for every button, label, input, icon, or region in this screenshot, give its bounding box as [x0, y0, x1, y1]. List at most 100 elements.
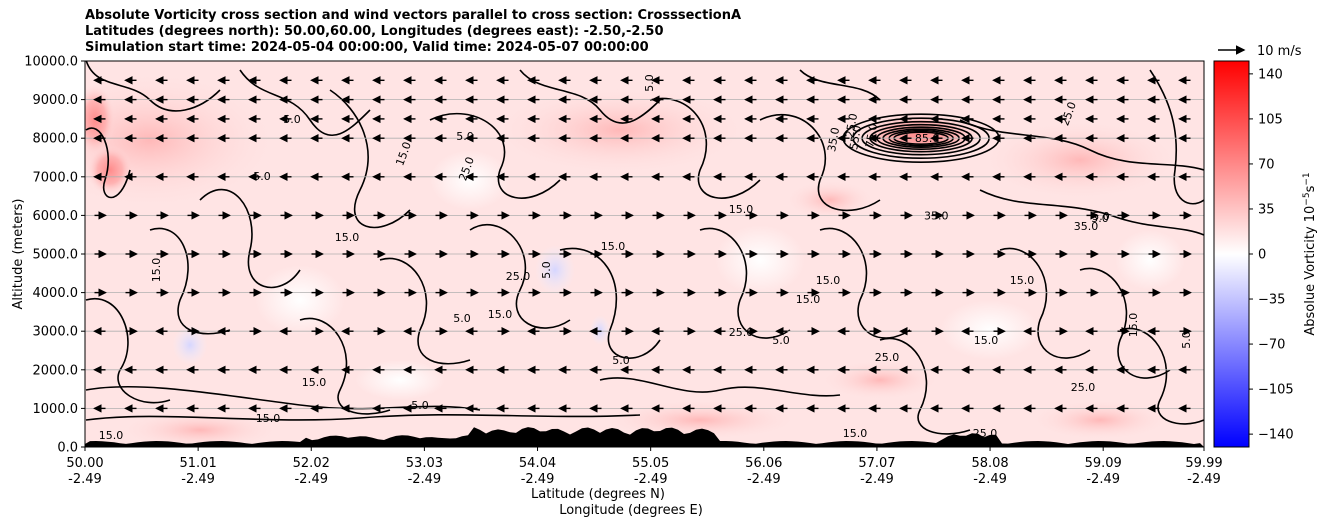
x-axis-label-2: Longitude (degrees E): [559, 503, 703, 518]
contour-label-6: 5.0: [453, 312, 471, 325]
x-tick-label-lon-1: -2.49: [181, 472, 215, 487]
vorticity-contour-3: [85, 413, 641, 421]
contour-label-2: 5.0: [283, 113, 301, 126]
quiver-key: 10 m/s: [1218, 44, 1302, 59]
vorticity-contour-8: [559, 247, 661, 359]
y-axis: 0.0 1000.0 2000.0 3000.0 4000.0 5000.0 6000.0 7…: [24, 55, 85, 456]
contour-label-17: 5.0: [1092, 210, 1110, 223]
contour-label-3: 15.0: [601, 240, 626, 253]
vorticity-contour-20: [149, 227, 231, 335]
contour-label-4: 5.0: [456, 130, 474, 143]
contour-label-24: 15.0: [729, 203, 754, 216]
colorbar: 140 105 70 35 0 −35 −70 −105 −140 Absolue Vortic…: [1213, 60, 1318, 448]
vorticity-contour-4: [199, 188, 301, 289]
vorticity-contour-15: [999, 247, 1091, 359]
contour-label-16: 5.0: [1091, 212, 1109, 225]
colorbar-tick-label-7: −105: [1258, 383, 1294, 398]
contour-label-25: 15.0: [302, 376, 327, 389]
contour-label-14: 25.0: [506, 270, 531, 283]
vorticity-contour-18: [879, 337, 971, 435]
contour-labels: 85.035.075.055.035.025.015.05.05.015.05.…: [99, 74, 1193, 442]
vorticity-contour-16: [1079, 267, 1171, 379]
vorticity-contour-19: [299, 317, 391, 415]
y-tick-label-8: 8000.0: [33, 132, 79, 147]
x-tick-label-lat-1: 51.01: [180, 456, 217, 471]
chart-title-line-1: Absolute Vorticity cross section and win…: [85, 8, 742, 23]
vorticity-patch-8: [715, 225, 805, 295]
x-tick-label-lon-10: -2.49: [1187, 472, 1221, 487]
x-tick-label-lon-6: -2.49: [747, 472, 781, 487]
vorticity-contour-22: [599, 377, 841, 397]
contour-label-33: 15.0: [1127, 313, 1140, 338]
contour-label-23: 35.0: [1074, 220, 1099, 233]
x-tick-label-lat-7: 57.07: [858, 456, 895, 471]
vorticity-contour-25: [1149, 69, 1204, 205]
contour-label-18: 25.0: [1071, 381, 1096, 394]
colorbar-tick-label-6: −70: [1258, 338, 1285, 353]
contour-label-35: 35.0: [825, 126, 842, 152]
colorbar-gradient: [1213, 60, 1250, 448]
y-tick-label-3: 3000.0: [33, 325, 79, 340]
colorbar-tick-label-4: 0: [1258, 248, 1266, 263]
contour-label-55: 55.0: [847, 124, 864, 150]
x-tick-label-lon-2: -2.49: [294, 472, 328, 487]
vorticity-contour-11: [759, 114, 881, 212]
contour-label-28: 5.0: [540, 261, 553, 279]
colorbar-label: Absolue Vorticity 10−5s−1: [1302, 172, 1318, 335]
y-tick-label-9: 9000.0: [33, 93, 79, 108]
vorticity-contour-6: [429, 112, 561, 199]
vorticity-contour-10: [699, 227, 791, 339]
y-tick-label-0: 0.0: [57, 441, 78, 456]
chart-title-line-2: Latitudes (degrees north): 50.00,60.00, …: [85, 24, 664, 39]
vorticity-patch-19: [785, 180, 875, 220]
contour-label-9: 15.0: [796, 293, 821, 306]
vorticity-contour-17: [1119, 327, 1204, 425]
contour-label-8: 5.0: [772, 334, 790, 347]
vorticity-contour-9: [649, 97, 761, 199]
x-tick-label-lon-8: -2.49: [973, 472, 1007, 487]
plot-area: 85.035.075.055.035.025.015.05.05.015.05.…: [85, 61, 1204, 447]
colorbar-tick-label-5: −35: [1258, 293, 1285, 308]
y-tick-label-6: 6000.0: [33, 209, 79, 224]
x-tick-label-lon-4: -2.49: [521, 472, 555, 487]
vorticity-contour-24: [239, 69, 371, 136]
x-tick-label-lon-9: -2.49: [1086, 472, 1120, 487]
x-axis-label: Latitude (degrees N): [531, 487, 665, 502]
contour-label-7: 25.0: [729, 326, 754, 339]
y-axis-label: Altitude (meters): [11, 199, 26, 310]
contour-label-13: 25.0: [875, 351, 900, 364]
vorticity-patch-0: [85, 70, 280, 210]
vorticity-patch-1: [85, 85, 115, 155]
wind-vectors: [93, 76, 1192, 413]
vorticity-contour-21: [379, 257, 471, 365]
contour-label-22: 5.0: [411, 399, 429, 412]
contour-label-1: 5.0: [253, 170, 271, 183]
y-tick-label-2: 2000.0: [33, 363, 79, 378]
x-tick-label-lon-5: -2.49: [634, 472, 668, 487]
colorbar-tick-label-3: 35: [1258, 202, 1275, 217]
vorticity-patch-12: [590, 315, 610, 345]
colorbar-ticks: 140 105 70 35 0 −35 −70 −105 −140: [1249, 67, 1294, 443]
y-tick-label-4: 4000.0: [33, 286, 79, 301]
chart-title-line-3: Simulation start time: 2024-05-04 00:00:…: [85, 40, 649, 55]
contour-label-10: 15.0: [816, 274, 841, 287]
vorticity-patch-5: [980, 120, 1180, 200]
vorticity-contour-14: [979, 189, 1204, 236]
contour-label-5: 15.0: [488, 308, 513, 321]
x-axis: 50.00-2.4951.01-2.4952.02-2.4953.03-2.49…: [66, 447, 1223, 487]
vorticity-contour-0: [85, 127, 131, 199]
contour-label-75: 75.0: [863, 122, 880, 148]
vorticity-contour-13: [959, 119, 1204, 171]
contour-label-29: 15.0: [150, 258, 163, 283]
contour-label-11: 15.0: [1010, 274, 1035, 287]
colorbar-tick-label-0: 140: [1258, 67, 1283, 82]
contour-label-0: 15.0: [335, 231, 360, 244]
contour-label-21: 15.0: [256, 412, 281, 425]
contour-label-25-a: 25.0: [843, 112, 860, 138]
vorticity-patch-16: [1030, 400, 1170, 440]
x-tick-label-lon-3: -2.49: [408, 472, 442, 487]
quiver-key-label: 10 m/s: [1257, 44, 1302, 59]
colorbar-tick-label-8: −140: [1258, 428, 1294, 443]
y-tick-label-1: 1000.0: [33, 402, 79, 417]
